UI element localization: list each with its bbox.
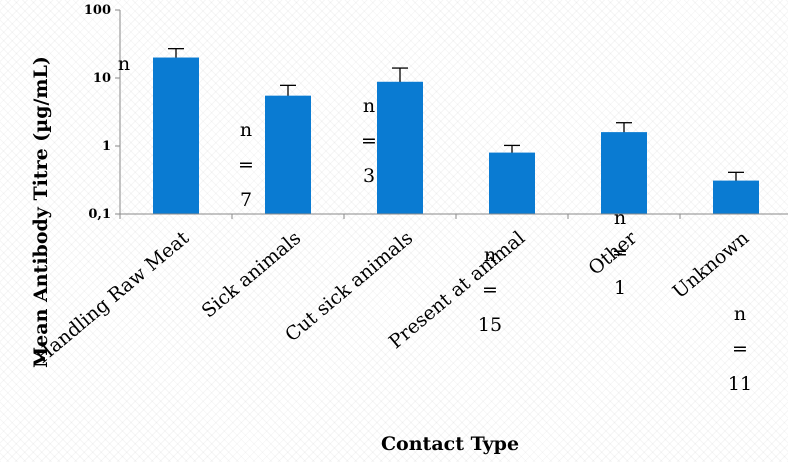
bar xyxy=(153,57,199,214)
annotation-text: = xyxy=(732,338,748,360)
y-tick-label: 0,1 xyxy=(88,207,111,222)
annotation-text: n xyxy=(484,244,496,266)
bars xyxy=(153,57,759,214)
annotation-text: n xyxy=(363,95,375,117)
category-label: Unknown xyxy=(669,227,754,303)
annotation-text: n xyxy=(240,119,252,141)
error-bars xyxy=(168,48,744,192)
annotation-text: = xyxy=(482,279,498,301)
annotation-text: 11 xyxy=(728,373,752,395)
annotation-text: n xyxy=(118,53,130,75)
bar xyxy=(601,132,647,214)
annotation-text: 15 xyxy=(478,314,502,336)
category-label: Sick animals xyxy=(198,227,306,322)
axes xyxy=(115,9,788,219)
annotation-text: 1 xyxy=(614,277,626,299)
y-tick-labels: 0,1 1 10 100 xyxy=(84,3,111,222)
annotation-text: n xyxy=(734,303,746,325)
bar xyxy=(377,81,423,214)
y-tick-label: 1 xyxy=(102,139,111,154)
y-axis-title: Mean Antibody Titre (µg/mL) xyxy=(30,56,52,368)
y-tick-label: 100 xyxy=(84,3,111,18)
annotation-text: = xyxy=(612,242,628,264)
annotation-text: 3 xyxy=(363,165,375,187)
annotation-text: = xyxy=(361,130,377,152)
bar xyxy=(489,152,535,214)
annotation-text: = xyxy=(238,154,254,176)
bar xyxy=(713,180,759,214)
annotation-text: n xyxy=(614,207,626,229)
category-label: Handling Raw Meat xyxy=(31,227,193,368)
y-tick-label: 10 xyxy=(93,71,111,86)
sample-size-annotations: n n = 7 n = 3 n = 15 n = 1 n = 11 xyxy=(118,53,752,395)
annotation-text: 7 xyxy=(240,189,252,211)
x-axis-title: Contact Type xyxy=(381,433,519,455)
bar xyxy=(265,95,311,214)
